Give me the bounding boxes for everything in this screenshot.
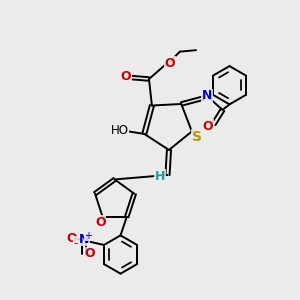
Text: O: O	[202, 120, 213, 133]
Text: O: O	[164, 57, 175, 70]
Text: HO: HO	[111, 124, 129, 137]
Text: O: O	[95, 215, 106, 229]
Text: O: O	[121, 70, 131, 83]
Text: H: H	[155, 170, 165, 183]
Text: S: S	[192, 130, 202, 144]
Text: N: N	[79, 232, 89, 246]
Text: +: +	[84, 230, 92, 241]
Text: O: O	[84, 247, 95, 260]
Text: N: N	[202, 89, 212, 102]
Text: O: O	[66, 232, 76, 245]
Text: -: -	[73, 237, 78, 250]
